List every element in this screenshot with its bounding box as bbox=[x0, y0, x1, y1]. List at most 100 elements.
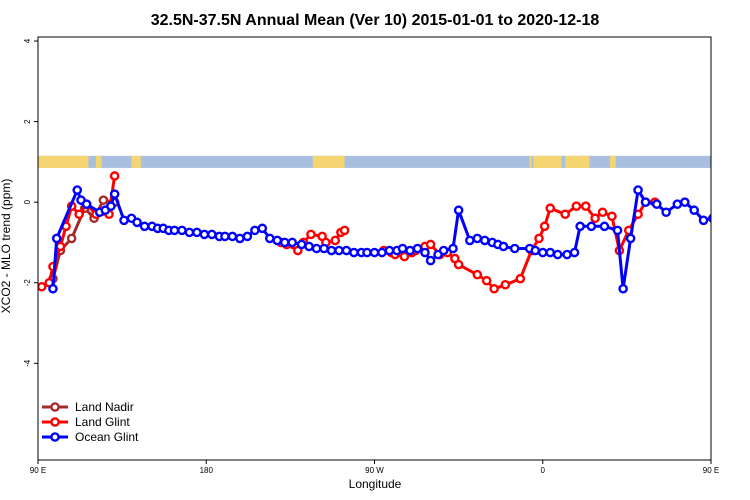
data-point-land-glint bbox=[590, 213, 600, 224]
data-point-land-glint bbox=[481, 275, 492, 286]
data-point-land-glint bbox=[306, 229, 316, 240]
data-point-ocean-glint bbox=[661, 207, 671, 218]
series-layer bbox=[38, 171, 748, 294]
data-point-ocean-glint bbox=[453, 205, 464, 216]
data-point-ocean-glint bbox=[479, 235, 490, 246]
data-point-ocean-glint bbox=[227, 231, 238, 242]
legend-label: Land Nadir bbox=[75, 400, 134, 414]
data-point-land-glint bbox=[560, 209, 570, 220]
data-point-ocean-glint bbox=[334, 245, 344, 256]
data-point-ocean-glint bbox=[530, 245, 541, 256]
land-segment bbox=[529, 155, 532, 168]
data-point-ocean-glint bbox=[717, 221, 724, 228]
x-axis-label: Longitude bbox=[349, 477, 402, 491]
y-tick-label: 2 bbox=[23, 119, 32, 124]
data-point-ocean-glint bbox=[242, 231, 253, 242]
data-point-ocean-glint bbox=[425, 255, 436, 266]
data-point-ocean-glint bbox=[81, 199, 92, 209]
data-point-ocean-glint bbox=[51, 233, 62, 244]
data-point-ocean-glint bbox=[192, 227, 202, 238]
x-tick-label: 90 W bbox=[365, 466, 384, 475]
data-point-ocean-glint bbox=[132, 217, 142, 228]
data-point-land-glint bbox=[109, 171, 120, 181]
data-point-land-glint bbox=[597, 207, 608, 218]
data-point-ocean-glint bbox=[235, 233, 245, 244]
data-point-ocean-glint bbox=[405, 245, 415, 256]
data-point-ocean-glint bbox=[326, 245, 337, 256]
data-point-ocean-glint bbox=[265, 233, 275, 244]
data-point-land-glint bbox=[339, 225, 350, 236]
legend-label: Ocean Glint bbox=[75, 430, 139, 444]
x-tick-label: 180 bbox=[200, 466, 214, 475]
data-point-ocean-glint bbox=[177, 225, 187, 236]
data-point-ocean-glint bbox=[319, 243, 329, 254]
data-point-ocean-glint bbox=[575, 221, 585, 232]
data-point-ocean-glint bbox=[741, 225, 748, 232]
chart-title: 32.5N-37.5N Annual Mean (Ver 10) 2015-01… bbox=[151, 12, 600, 29]
data-point-land-glint bbox=[500, 279, 511, 290]
data-point-ocean-glint bbox=[384, 245, 395, 256]
data-point-ocean-glint bbox=[633, 185, 643, 195]
legend-label: Land Glint bbox=[75, 415, 130, 429]
data-point-ocean-glint bbox=[509, 243, 520, 254]
data-point-ocean-glint bbox=[640, 197, 651, 207]
land-segment bbox=[565, 155, 590, 168]
data-point-land-nadir bbox=[66, 233, 77, 244]
axes: 90 E 180 90 W 0 90 E 4 2 0 -2 -4 bbox=[23, 38, 719, 475]
data-point-land-glint bbox=[425, 239, 436, 250]
data-point-ocean-glint bbox=[420, 247, 430, 258]
data-point-ocean-glint bbox=[311, 243, 322, 254]
data-point-ocean-glint bbox=[612, 225, 623, 236]
data-point-ocean-glint bbox=[279, 237, 290, 248]
data-point-ocean-glint bbox=[220, 231, 230, 242]
land-segment bbox=[131, 155, 141, 168]
data-point-land-glint bbox=[534, 233, 544, 244]
data-point-ocean-glint bbox=[680, 197, 690, 207]
legend-entry-ocean-glint: Ocean Glint bbox=[42, 430, 139, 444]
x-tick-label: 90 E bbox=[703, 466, 719, 475]
data-point-ocean-glint bbox=[689, 205, 699, 216]
data-point-ocean-glint bbox=[250, 225, 260, 236]
data-point-ocean-glint bbox=[377, 247, 387, 258]
data-point-ocean-glint bbox=[341, 245, 352, 256]
y-tick-label: -4 bbox=[23, 359, 32, 367]
data-point-ocean-glint bbox=[362, 247, 372, 258]
legend-marker bbox=[50, 417, 60, 427]
data-point-ocean-glint bbox=[412, 243, 423, 254]
data-point-ocean-glint bbox=[48, 283, 58, 294]
data-point-ocean-glint bbox=[708, 213, 711, 223]
data-point-ocean-glint bbox=[498, 241, 509, 252]
data-point-land-glint bbox=[571, 201, 582, 211]
data-point-land-glint bbox=[489, 283, 499, 294]
data-point-land-glint bbox=[607, 211, 617, 222]
data-point-ocean-glint bbox=[599, 221, 610, 232]
data-point-ocean-glint bbox=[651, 199, 662, 209]
data-point-ocean-glint bbox=[726, 223, 733, 230]
y-tick-label: 0 bbox=[23, 199, 32, 204]
plot-frame bbox=[37, 36, 712, 461]
data-point-ocean-glint bbox=[586, 221, 597, 232]
data-point-ocean-glint bbox=[139, 221, 150, 232]
data-point-ocean-glint bbox=[304, 241, 314, 252]
data-point-ocean-glint bbox=[552, 249, 563, 260]
data-point-ocean-glint bbox=[618, 283, 628, 294]
data-point-ocean-glint bbox=[734, 225, 741, 232]
data-point-ocean-glint bbox=[106, 201, 116, 211]
land-segment bbox=[610, 155, 616, 168]
data-point-land-glint bbox=[515, 273, 526, 284]
data-point-land-glint bbox=[399, 251, 410, 262]
data-point-land-glint bbox=[55, 241, 66, 252]
data-point-ocean-glint bbox=[397, 243, 408, 254]
data-point-land-glint bbox=[38, 281, 47, 292]
data-point-ocean-glint bbox=[287, 237, 298, 248]
data-point-ocean-glint bbox=[569, 247, 580, 258]
legend-marker bbox=[50, 402, 60, 412]
legend-entry-land-glint: Land Glint bbox=[42, 415, 130, 429]
y-tick-label: -2 bbox=[23, 279, 32, 287]
data-point-ocean-glint bbox=[369, 247, 380, 258]
land-segment bbox=[312, 155, 345, 168]
data-point-land-glint bbox=[453, 259, 464, 270]
series-land-glint bbox=[38, 171, 660, 294]
data-point-ocean-glint bbox=[109, 189, 120, 199]
